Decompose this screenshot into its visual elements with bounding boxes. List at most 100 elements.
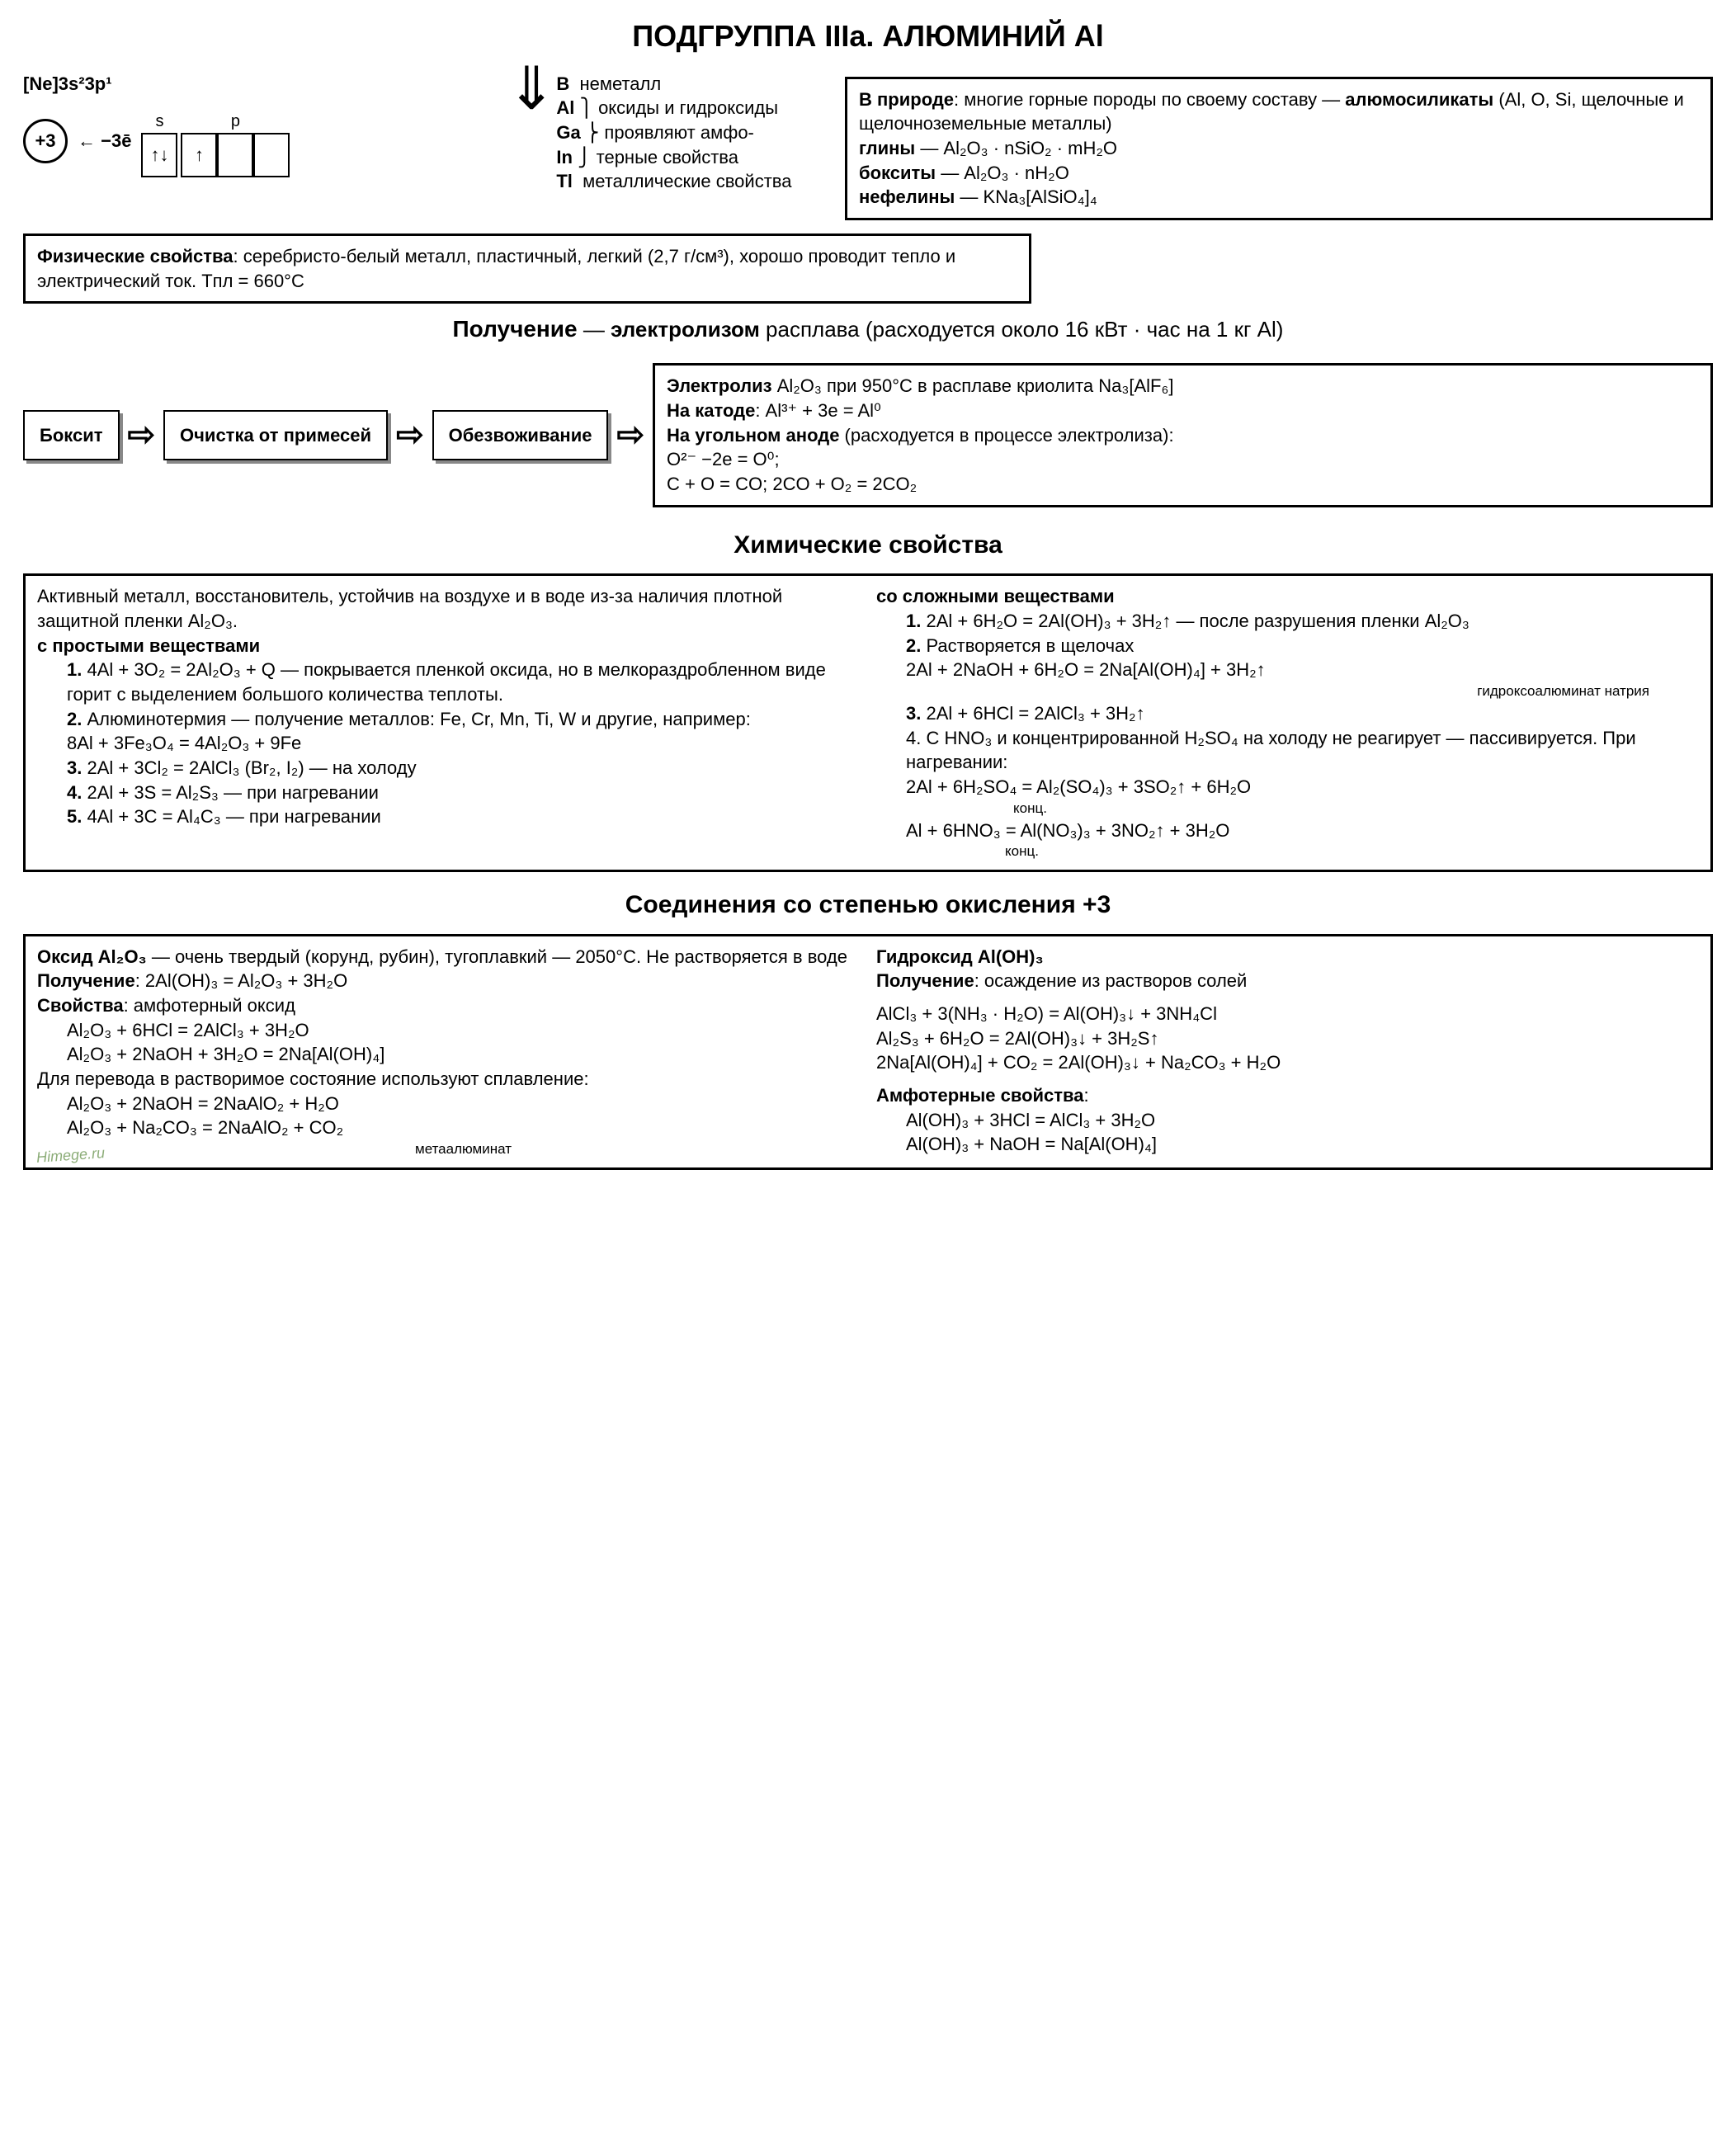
s2-pre: 2. [67, 709, 82, 729]
simple-title: с простыми веществами [37, 634, 860, 658]
sym-Ga: Ga [556, 120, 580, 145]
elec-l3b: (расходуется в процессе электролиза): [839, 425, 1173, 446]
elec-l2a: На катоде [667, 400, 755, 421]
neph-label: нефелины [859, 186, 955, 207]
hyd-amph-label: Амфотерные свойства [876, 1085, 1084, 1106]
comp-box: Оксид Al₂O₃ — очень твердый (корунд, руб… [23, 934, 1713, 1170]
arrow-icon: ⇨ [125, 413, 159, 457]
p2-orbital [217, 133, 253, 177]
chem-simple-col: Активный металл, восстановитель, устойчи… [37, 584, 860, 829]
oxide-prop-label: Свойства [37, 995, 124, 1016]
p1-orbital: ↑ [181, 133, 217, 177]
oxide-obt: : 2Al(OH)₃ = Al₂O₃ + 3H₂O [135, 970, 348, 991]
group-members: ⇓ B неметалл Al ⎫ оксиды и гидроксиды Ga… [500, 72, 830, 225]
electron-loss-label: ← −3ē [78, 129, 131, 153]
main-title: ПОДГРУППА IIIа. АЛЮМИНИЙ Al [23, 17, 1713, 57]
neph-formula: — KNa₃[AlSiO₄]₄ [955, 186, 1097, 207]
flow-box-3: Обезвоживание [432, 410, 609, 461]
s1: 4Al + 3O₂ = 2Al₂O₃ + Q — покрывается пле… [67, 659, 826, 705]
oxide-col: Оксид Al₂O₃ — очень твердый (корунд, руб… [37, 945, 860, 1159]
oxide-note: метаалюминат [67, 1140, 860, 1159]
oxide-eq4: Al₂O₃ + Na₂CO₃ = 2NaAlO₂ + CO₂ [67, 1117, 343, 1138]
hyd-eq5: Al(OH)₃ + NaOH = Na[Al(OH)₄] [906, 1134, 1157, 1154]
s5-pre: 5. [67, 806, 82, 827]
hyd-obt-label: Получение [876, 970, 974, 991]
c1: 2Al + 6H₂O = 2Al(OH)₃ + 3H₂↑ — после раз… [921, 611, 1469, 631]
hyd-eq4: Al(OH)₃ + 3HCl = AlCl₃ + 3H₂O [906, 1110, 1155, 1130]
electron-config: [Ne]3s²3p¹ [23, 72, 485, 97]
hydroxide-col: Гидроксид Al(OH)₃ Получение: осаждение и… [876, 945, 1699, 1158]
B-desc: неметалл [579, 73, 661, 94]
s3-pre: 3. [67, 757, 82, 778]
comp-title: Соединения со степенью окисления +3 [23, 889, 1713, 922]
c2: Растворяется в щелочах [921, 635, 1134, 656]
hyd-obt: : осаждение из растворов солей [974, 970, 1248, 991]
p-label: p [181, 111, 290, 133]
clays-formula: — Al₂O₃ · nSiO₂ · mH₂O [915, 138, 1117, 158]
elec-l2b: : Al³⁺ + 3e = Al⁰ [755, 400, 881, 421]
top-row: [Ne]3s²3p¹ +3 ← −3ē s ↑↓ p ↑ [23, 72, 1713, 225]
c3: 2Al + 6HCl = 2AlCl₃ + 3H₂↑ [921, 703, 1144, 724]
oxide-text1: — очень твердый (корунд, рубин), тугопла… [147, 946, 847, 967]
c2-eq: 2Al + 2NaOH + 6H₂O = 2Na[Al(OH)₄] + 3H₂↑ [906, 659, 1266, 680]
boxite-label: бокситы [859, 163, 936, 183]
c4: С HNO₃ и концентрированной H₂SO₄ на холо… [906, 728, 1636, 773]
oxide-prop: : амфотерный оксид [124, 995, 295, 1016]
chem-box: Активный металл, восстановитель, устойчи… [23, 573, 1713, 872]
group-line4: терные свойства [597, 147, 738, 167]
flow-box-1: Боксит [23, 410, 120, 461]
nature-bold1: алюмосиликаты [1345, 89, 1493, 110]
boxite-formula: — Al₂O₃ · nH₂O [936, 163, 1069, 183]
s2-eq: 8Al + 3Fe₃O₄ = 4Al₂O₃ + 9Fe [67, 733, 301, 753]
elec-l1b: Al₂O₃ при 950°C в расплаве криолита Na₃[… [772, 375, 1174, 396]
c4-eq2: Al + 6HNO₃ = Al(NO₃)₃ + 3NO₂↑ + 3H₂O [906, 820, 1229, 841]
p3-orbital [253, 133, 290, 177]
c1-pre: 1. [906, 611, 921, 631]
c2-note: гидроксоалюминат натрия [906, 682, 1699, 701]
c2-pre: 2. [906, 635, 921, 656]
Tl-desc: металлические свойства [583, 171, 791, 191]
s4-pre: 4. [67, 782, 82, 803]
elec-l4: O²⁻ −2e = O⁰; [667, 449, 780, 469]
oxide-eq3: Al₂O₃ + 2NaOH = 2NaAlO₂ + H₂O [67, 1093, 339, 1114]
down-arrow-icon: ⇓ [507, 72, 556, 194]
nature-box: В природе: многие горные породы по своем… [845, 77, 1713, 220]
s3: 2Al + 3Cl₂ = 2AlCl₃ (Br₂, I₂) — на холод… [82, 757, 416, 778]
sym-B: B [556, 72, 569, 97]
s5: 4Al + 3C = Al₄C₃ — при нагревании [82, 806, 380, 827]
obt-rest1: — [578, 317, 611, 342]
s-label: s [141, 111, 177, 133]
nature-title: В природе [859, 89, 954, 110]
chem-title: Химические свойства [23, 529, 1713, 563]
obt-rest2: расплава (расходуется около 16 кВт · час… [760, 317, 1284, 342]
elec-l5: C + O = CO; 2CO + O₂ = 2CO₂ [667, 474, 917, 494]
c4-note2: конц. [906, 842, 1699, 861]
electrolysis-box: Электролиз Al₂O₃ при 950°C в расплаве кр… [653, 363, 1713, 507]
ion-charge-circle: +3 [23, 119, 68, 163]
phys-box: Физические свойства: серебристо-белый ме… [23, 233, 1031, 304]
oxide-title: Оксид Al₂O₃ [37, 946, 147, 967]
group-line3: проявляют амфо- [604, 122, 753, 143]
hyd-eq1: AlCl₃ + 3(NH₃ · H₂O) = Al(OH)₃↓ + 3NH₄Cl [876, 1003, 1217, 1024]
c3-pre: 3. [906, 703, 921, 724]
chem-intro: Активный металл, восстановитель, устойчи… [37, 584, 860, 633]
sym-Al: Al [556, 96, 574, 120]
s-orbital: ↑↓ [141, 133, 177, 177]
elec-l1a: Электролиз [667, 375, 772, 396]
electron-block: [Ne]3s²3p¹ +3 ← −3ē s ↑↓ p ↑ [23, 72, 485, 225]
c4-pre: 4. [906, 728, 921, 748]
oxide-eq2: Al₂O₃ + 2NaOH + 3H₂O = 2Na[Al(OH)₄] [67, 1044, 384, 1064]
hyd-eq3: 2Na[Al(OH)₄] + CO₂ = 2Al(OH)₃↓ + Na₂CO₃ … [876, 1052, 1281, 1073]
group-line2: оксиды и гидроксиды [598, 97, 778, 118]
complex-title: со сложными веществами [876, 584, 1699, 609]
oxide-text2: Для перевода в растворимое состояние исп… [37, 1068, 589, 1089]
s2: Алюминотермия — получение металлов: Fe, … [82, 709, 750, 729]
elec-l3a: На угольном аноде [667, 425, 839, 446]
arrow-icon: ⇨ [393, 413, 427, 457]
obt-bold: Получение [453, 316, 578, 342]
c4-eq1: 2Al + 6H₂SO₄ = Al₂(SO₄)₃ + 3SO₂↑ + 6H₂O [906, 776, 1251, 797]
flow-diagram: Боксит ⇨ Очистка от примесей ⇨ Обезвожив… [23, 358, 1713, 512]
sym-Tl: Tl [556, 169, 573, 194]
sym-In: In [556, 145, 573, 170]
oxide-obt-label: Получение [37, 970, 135, 991]
